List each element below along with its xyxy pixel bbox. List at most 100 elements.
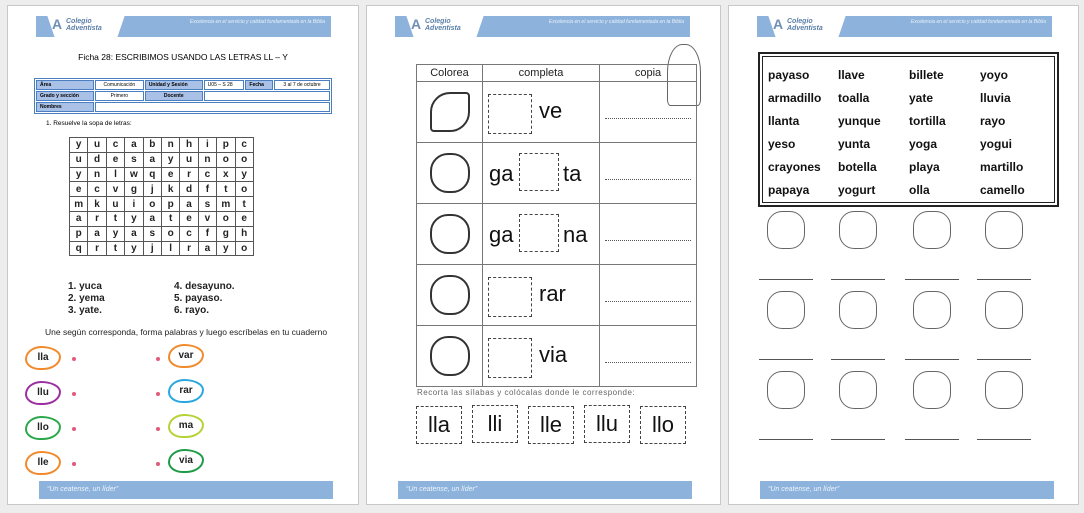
grid-cell[interactable]: r: [87, 240, 107, 257]
answer-line[interactable]: [759, 279, 813, 280]
grid-cell[interactable]: w: [124, 166, 144, 183]
grid-cell[interactable]: i: [124, 196, 144, 212]
answer-line[interactable]: [977, 279, 1031, 280]
grid-cell[interactable]: a: [197, 240, 218, 257]
grid-cell[interactable]: n: [87, 166, 107, 183]
grid-cell[interactable]: y: [105, 225, 126, 242]
grid-cell[interactable]: o: [234, 151, 254, 168]
connect-dot[interactable]: [156, 392, 160, 396]
syllable-left[interactable]: llu: [25, 381, 61, 405]
grid-cell[interactable]: a: [124, 225, 144, 242]
cutout-syllable[interactable]: llu: [584, 405, 630, 443]
cutout-syllable[interactable]: lli: [472, 405, 518, 443]
grid-cell[interactable]: k: [87, 196, 107, 212]
grid-cell[interactable]: s: [142, 225, 162, 242]
syllable-right[interactable]: ma: [168, 414, 204, 438]
grid-cell[interactable]: g: [124, 181, 144, 198]
blank-box[interactable]: [488, 338, 532, 378]
grid-cell[interactable]: n: [197, 151, 218, 168]
grid-cell[interactable]: t: [160, 210, 181, 227]
grid-cell[interactable]: y: [160, 151, 181, 168]
grid-cell[interactable]: c: [179, 225, 199, 242]
answer-line[interactable]: [831, 439, 885, 440]
grid-cell[interactable]: t: [234, 196, 254, 212]
blank-box[interactable]: [519, 153, 559, 191]
grid-cell[interactable]: p: [160, 196, 181, 212]
syllable-right[interactable]: var: [168, 344, 204, 368]
connect-dot[interactable]: [156, 427, 160, 431]
connect-dot[interactable]: [72, 392, 76, 396]
grid-cell[interactable]: l: [105, 166, 126, 183]
grid-cell[interactable]: v: [105, 181, 126, 198]
answer-line[interactable]: [905, 359, 959, 360]
grid-cell[interactable]: c: [87, 181, 107, 198]
grid-cell[interactable]: u: [179, 151, 199, 168]
grid-cell[interactable]: a: [68, 210, 89, 227]
grid-cell[interactable]: x: [216, 166, 236, 183]
grid-cell[interactable]: u: [87, 137, 107, 153]
grid-cell[interactable]: h: [179, 137, 199, 153]
grid-cell[interactable]: q: [142, 166, 162, 183]
connect-dot[interactable]: [72, 357, 76, 361]
copy-cell[interactable]: [599, 81, 697, 143]
grid-cell[interactable]: t: [105, 240, 126, 257]
syllable-left[interactable]: llo: [25, 416, 61, 440]
grid-cell[interactable]: e: [234, 210, 254, 227]
cutout-syllable[interactable]: lle: [528, 406, 574, 444]
answer-line[interactable]: [831, 359, 885, 360]
grid-cell[interactable]: y: [68, 137, 89, 153]
answer-line[interactable]: [831, 279, 885, 280]
grid-cell[interactable]: u: [68, 151, 89, 168]
blank-box[interactable]: [488, 94, 532, 134]
grid-cell[interactable]: f: [197, 225, 218, 242]
answer-line[interactable]: [759, 359, 813, 360]
grid-cell[interactable]: d: [87, 151, 107, 168]
grid-cell[interactable]: s: [124, 151, 144, 168]
answer-line[interactable]: [977, 439, 1031, 440]
answer-line[interactable]: [977, 359, 1031, 360]
grid-cell[interactable]: y: [68, 166, 89, 183]
blank-box[interactable]: [488, 277, 532, 317]
syllable-right[interactable]: rar: [168, 379, 204, 403]
grid-cell[interactable]: m: [68, 196, 89, 212]
grid-cell[interactable]: o: [160, 225, 181, 242]
grid-cell[interactable]: b: [142, 137, 162, 153]
connect-dot[interactable]: [72, 427, 76, 431]
grid-cell[interactable]: f: [197, 181, 218, 198]
copy-cell[interactable]: [599, 325, 697, 387]
grid-cell[interactable]: y: [124, 240, 144, 257]
grid-cell[interactable]: y: [234, 166, 254, 183]
grid-cell[interactable]: r: [179, 166, 199, 183]
grid-cell[interactable]: o: [216, 151, 236, 168]
grid-cell[interactable]: s: [197, 196, 218, 212]
grid-cell[interactable]: v: [197, 210, 218, 227]
grid-cell[interactable]: n: [160, 137, 181, 153]
grid-cell[interactable]: t: [105, 210, 126, 227]
grid-cell[interactable]: l: [160, 240, 181, 257]
syllable-left[interactable]: lle: [25, 451, 61, 475]
blank-box[interactable]: [519, 214, 559, 252]
grid-cell[interactable]: a: [87, 225, 107, 242]
syllable-right[interactable]: via: [168, 449, 204, 473]
grid-cell[interactable]: o: [216, 210, 236, 227]
connect-dot[interactable]: [156, 357, 160, 361]
syllable-left[interactable]: lla: [25, 346, 61, 370]
grid-cell[interactable]: a: [179, 196, 199, 212]
copy-cell[interactable]: [599, 142, 697, 204]
grid-cell[interactable]: c: [197, 166, 218, 183]
grid-cell[interactable]: r: [179, 240, 199, 257]
grid-cell[interactable]: q: [68, 240, 89, 257]
grid-cell[interactable]: y: [124, 210, 144, 227]
copy-cell[interactable]: [599, 264, 697, 326]
grid-cell[interactable]: g: [216, 225, 236, 242]
grid-cell[interactable]: j: [142, 181, 162, 198]
grid-cell[interactable]: r: [87, 210, 107, 227]
grid-cell[interactable]: e: [160, 166, 181, 183]
grid-cell[interactable]: k: [160, 181, 181, 198]
grid-cell[interactable]: c: [105, 137, 126, 153]
grid-cell[interactable]: i: [197, 137, 218, 153]
grid-cell[interactable]: u: [105, 196, 126, 212]
grid-cell[interactable]: a: [124, 137, 144, 153]
grid-cell[interactable]: t: [216, 181, 236, 198]
copy-cell[interactable]: [599, 203, 697, 265]
